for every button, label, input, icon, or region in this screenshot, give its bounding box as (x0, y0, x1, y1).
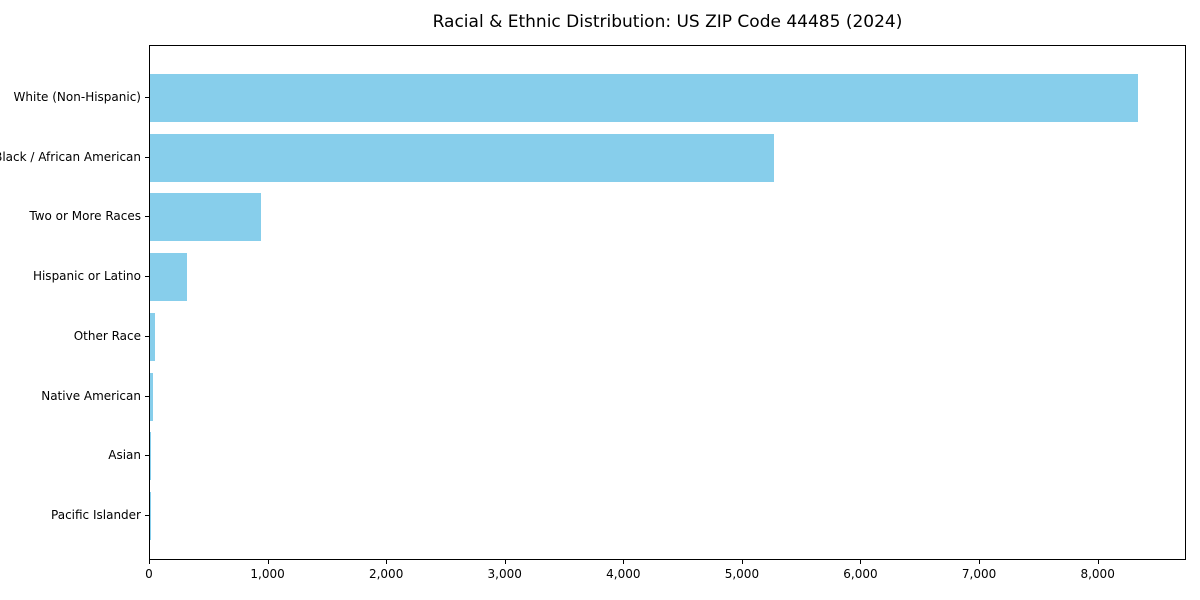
y-tick-mark (145, 514, 149, 516)
y-axis-label: White (Non-Hispanic) (13, 90, 141, 104)
y-tick-mark (145, 395, 149, 397)
x-tick-mark (860, 560, 862, 564)
y-tick-mark (145, 455, 149, 457)
x-tick-mark (149, 560, 150, 564)
bar-native-american (150, 372, 153, 421)
y-axis-label: Asian (108, 448, 141, 463)
y-tick-mark (145, 335, 149, 337)
y-axis-label: Black / African American (0, 149, 141, 164)
x-tick-label: 5,000 (724, 567, 760, 581)
x-tick-label: 1,000 (250, 567, 285, 581)
x-tick-label: 4,000 (606, 567, 641, 581)
bar-black-african-american (150, 133, 774, 182)
y-tick-mark (145, 156, 149, 158)
chart-title: Racial & Ethnic Distribution: US ZIP Cod… (432, 12, 903, 32)
x-tick-mark (386, 560, 388, 564)
x-tick-mark (504, 560, 506, 564)
bar-two-or-more-races (150, 193, 261, 242)
y-axis-label: Native American (41, 388, 141, 403)
x-tick-mark (623, 560, 625, 564)
bar-asian (150, 432, 152, 481)
x-tick-label: 7,000 (961, 567, 997, 581)
x-tick-mark (267, 560, 269, 564)
x-tick-label: 8,000 (1080, 567, 1115, 581)
y-tick-mark (145, 216, 149, 218)
x-tick-label: 3,000 (487, 567, 522, 581)
bar-other-race (150, 312, 156, 361)
x-tick-label: 6,000 (843, 567, 878, 581)
bar-white-non-hispanic (150, 74, 1138, 122)
y-axis-label: Other Race (73, 328, 141, 343)
x-tick-mark (741, 560, 743, 564)
y-axis-label: Pacific Islander (51, 507, 141, 522)
x-tick-mark (979, 560, 981, 564)
y-tick-mark (145, 276, 149, 278)
bar-hispanic-or-latino (150, 253, 188, 302)
bar-pacific-islander (150, 491, 151, 540)
x-tick-mark (1097, 560, 1099, 564)
x-tick-label: 0 (145, 567, 153, 581)
y-axis-label: Hispanic or Latino (32, 269, 141, 284)
plot-area (149, 45, 1186, 560)
y-axis-label: Two or More Races (29, 209, 141, 224)
x-tick-label: 2,000 (368, 567, 404, 581)
y-tick-mark (145, 97, 149, 98)
